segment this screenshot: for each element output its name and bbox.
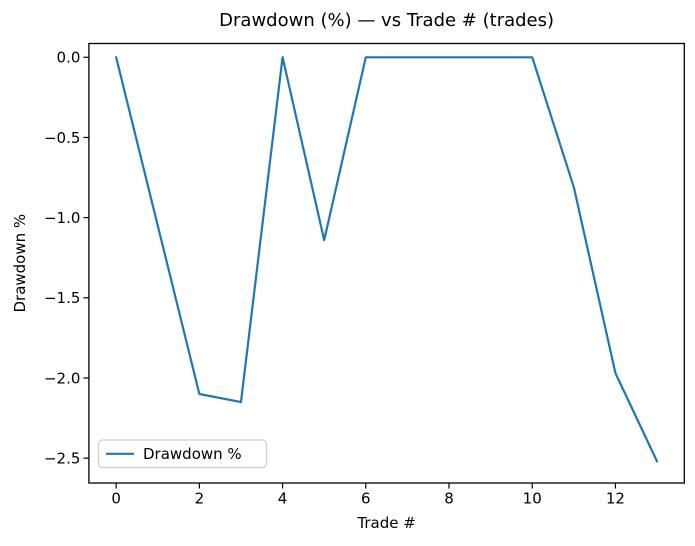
legend: Drawdown % <box>97 439 268 469</box>
x-tick-label: 12 <box>606 490 625 508</box>
legend-label: Drawdown % <box>143 445 242 463</box>
y-tick-label: −0.5 <box>44 129 80 147</box>
x-tick-label: 0 <box>111 490 121 508</box>
x-tick-label: 10 <box>523 490 542 508</box>
y-tick-label: −1.0 <box>44 209 80 227</box>
legend-box <box>97 439 268 469</box>
x-axis-label: Trade # <box>356 514 415 532</box>
y-tick-label: −1.5 <box>44 289 80 307</box>
x-tick-label: 4 <box>278 490 288 508</box>
plot-frame <box>88 42 685 484</box>
axis-ticks: 0 2 4 6 8 10 12 0.0 −0.5 −1.0 −1.5 −2.0 −2.5 <box>44 49 625 508</box>
drawdown-line <box>115 56 659 463</box>
y-tick-label: 0.0 <box>57 49 81 67</box>
y-axis-label: Drawdown % <box>11 214 29 313</box>
y-tick-label: −2.5 <box>44 449 80 467</box>
x-tick-label: 6 <box>361 490 371 508</box>
y-tick-label: −2.0 <box>44 369 80 387</box>
chart-title: Drawdown (%) — vs Trade # (trades) <box>219 10 554 31</box>
x-tick-label: 8 <box>444 490 454 508</box>
x-tick-label: 2 <box>195 490 205 508</box>
